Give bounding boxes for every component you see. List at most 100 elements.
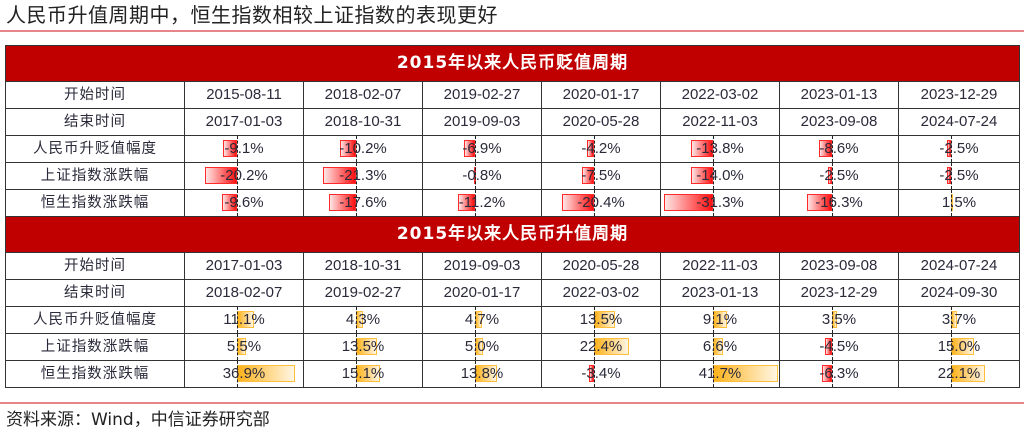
zero-axis-line xyxy=(475,307,476,333)
cell-value: -2.5% xyxy=(819,167,859,184)
zero-axis-line xyxy=(237,163,238,189)
zero-axis-line xyxy=(475,163,476,189)
depreciation-section-header: 2015年以来人民币贬值周期 xyxy=(6,46,1019,82)
value-cell: 5.5% xyxy=(185,334,304,360)
date-cell: 2018-10-31 xyxy=(304,253,423,279)
date-cell: 2017-01-03 xyxy=(185,253,304,279)
date-cell: 2024-07-24 xyxy=(899,109,1019,135)
value-cell: 1.5% xyxy=(899,190,1019,216)
negative-data-bar xyxy=(587,140,594,157)
cell-value: 15.1% xyxy=(341,365,385,382)
zero-axis-line xyxy=(713,136,714,162)
cell-value: -11.2% xyxy=(458,194,506,211)
table-row: 开始时间 2017-01-03 2018-10-31 2019-09-03 2020-0… xyxy=(6,253,1019,280)
cell-value: 2019-09-03 xyxy=(443,113,521,130)
negative-data-bar xyxy=(818,140,832,157)
zero-axis-line xyxy=(951,190,952,216)
row-label: 恒生指数涨跌幅 xyxy=(6,190,185,216)
value-cell: -7.5% xyxy=(542,163,661,189)
cell-value: -14.0% xyxy=(696,167,744,184)
cell-value: 9.1% xyxy=(702,311,738,328)
negative-data-bar xyxy=(828,167,832,184)
cell-value: 2022-11-03 xyxy=(682,257,758,274)
date-cell: 2024-09-30 xyxy=(899,280,1019,306)
negative-data-bar xyxy=(588,365,594,382)
negative-data-bar xyxy=(464,140,475,157)
cell-value: -9.1% xyxy=(224,140,264,157)
cell-value: 2018-02-07 xyxy=(324,86,402,103)
value-cell: -4.2% xyxy=(542,136,661,162)
negative-data-bar xyxy=(582,167,594,184)
row-label: 开始时间 xyxy=(6,253,185,279)
value-cell: 4.7% xyxy=(423,307,542,333)
cell-value: -17.6% xyxy=(339,194,387,211)
rmb-cycle-table: 2015年以来人民币贬值周期 开始时间 2015-08-11 2018-02-07 20… xyxy=(5,45,1020,388)
cell-value: -13.8% xyxy=(696,140,744,157)
date-cell: 2019-09-03 xyxy=(423,109,542,135)
value-cell: -2.5% xyxy=(899,136,1019,162)
cell-value: 2019-02-27 xyxy=(324,284,402,301)
cell-value: -9.6% xyxy=(224,194,264,211)
date-cell: 2023-01-13 xyxy=(780,82,899,108)
value-cell: 22.1% xyxy=(899,361,1019,387)
cell-value: 2023-01-13 xyxy=(681,284,759,301)
zero-axis-line xyxy=(237,361,238,387)
value-cell: -9.6% xyxy=(185,190,304,216)
negative-data-bar xyxy=(947,167,951,184)
table-row: 上证指数涨跌幅 5.5% 13.5% 5.0% 22.4% 6.6% -4.5% 15.0% xyxy=(6,334,1019,361)
cell-value: 5.5% xyxy=(226,338,262,355)
row-label: 上证指数涨跌幅 xyxy=(6,163,185,189)
value-cell: -14.0% xyxy=(661,163,780,189)
table-row: 恒生指数涨跌幅 -9.6% -17.6% -11.2% -20.4% -31.3% -16.… xyxy=(6,190,1019,217)
cell-value: 5.0% xyxy=(464,338,500,355)
row-label: 恒生指数涨跌幅 xyxy=(6,361,185,387)
negative-data-bar xyxy=(947,140,951,157)
value-cell: 13.5% xyxy=(542,307,661,333)
zero-axis-line xyxy=(356,163,357,189)
table-row: 人民币升贬值幅度 11.1% 4.3% 4.7% 13.5% 9.1% 3.5% 3.7% xyxy=(6,307,1019,334)
value-cell: -21.3% xyxy=(304,163,423,189)
zero-axis-line xyxy=(832,334,833,360)
cell-value: 2018-02-07 xyxy=(205,284,283,301)
value-cell: -9.1% xyxy=(185,136,304,162)
cell-value: 2017-01-03 xyxy=(205,113,283,130)
cell-value: -16.3% xyxy=(815,194,863,211)
date-cell: 2023-12-29 xyxy=(899,82,1019,108)
cell-value: 2017-01-03 xyxy=(205,257,283,274)
value-cell: 3.7% xyxy=(899,307,1019,333)
row-label: 结束时间 xyxy=(6,109,185,135)
cell-value: 13.5% xyxy=(579,311,623,328)
cell-value: 2023-09-08 xyxy=(800,113,878,130)
cell-value: 2020-01-17 xyxy=(562,86,640,103)
value-cell: 4.3% xyxy=(304,307,423,333)
cell-value: -3.4% xyxy=(581,365,621,382)
value-cell: -31.3% xyxy=(661,190,780,216)
cell-value: 2020-05-28 xyxy=(562,113,640,130)
table-row: 恒生指数涨跌幅 36.9% 15.1% 13.8% -3.4% 41.7% -6.3% 22.… xyxy=(6,361,1019,387)
cell-value: 15.0% xyxy=(937,338,981,355)
zero-axis-line xyxy=(713,361,714,387)
cell-value: -6.3% xyxy=(819,365,859,382)
date-cell: 2019-09-03 xyxy=(423,253,542,279)
source-note: 资料来源：Wind，中信证券研究部 xyxy=(6,410,270,430)
value-cell: 13.8% xyxy=(423,361,542,387)
value-cell: -2.5% xyxy=(899,163,1019,189)
value-cell: -20.4% xyxy=(542,190,661,216)
zero-axis-line xyxy=(475,136,476,162)
negative-data-bar xyxy=(822,365,832,382)
value-cell: -6.9% xyxy=(423,136,542,162)
cell-value: -20.4% xyxy=(577,194,625,211)
date-cell: 2020-01-17 xyxy=(542,82,661,108)
zero-axis-line xyxy=(356,334,357,360)
value-cell: 6.6% xyxy=(661,334,780,360)
zero-axis-line xyxy=(594,163,595,189)
negative-data-bar xyxy=(205,167,237,184)
cell-value: 2022-03-02 xyxy=(562,284,640,301)
zero-axis-line xyxy=(237,190,238,216)
zero-axis-line xyxy=(832,307,833,333)
zero-axis-line xyxy=(713,307,714,333)
cell-value: -7.5% xyxy=(581,167,621,184)
negative-data-bar xyxy=(691,167,713,184)
negative-data-bar xyxy=(691,140,713,157)
table-row: 结束时间 2017-01-03 2018-10-31 2019-09-03 2020-0… xyxy=(6,109,1019,136)
